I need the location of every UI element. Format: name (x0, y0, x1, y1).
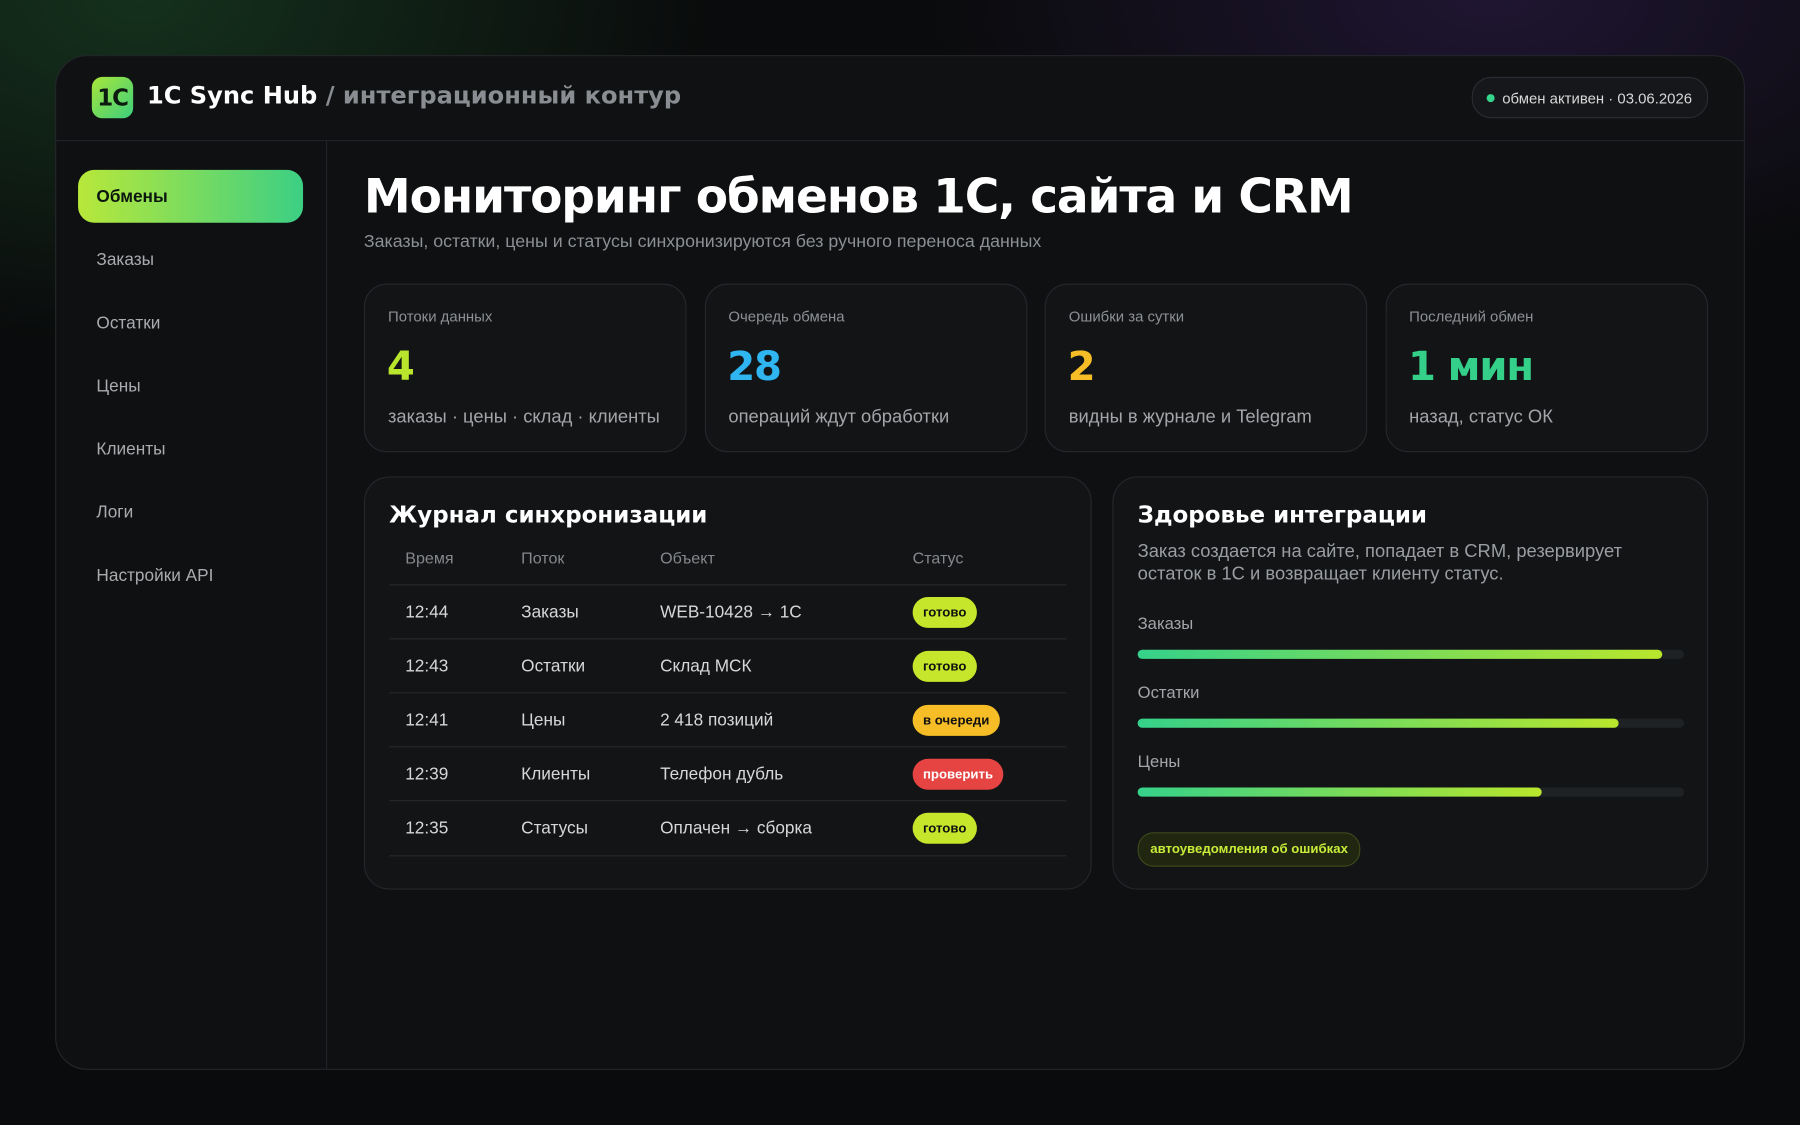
status-badge: в очереди (912, 704, 1000, 736)
table-row: 12:43 Остатки Склад МСК готово (389, 638, 1067, 693)
nav-item[interactable]: Цены (96, 375, 141, 396)
logo: 1C (91, 76, 134, 119)
app-window: 1C 1C Sync Hub / интеграционный контур о… (55, 55, 1745, 1070)
app-title: 1C Sync Hub / интеграционный контур (147, 82, 681, 110)
status-badge: проверить (912, 758, 1004, 790)
subtitle: / интеграционный контур (325, 81, 682, 110)
cell: Оплачен → сборка (660, 818, 813, 839)
nav-item[interactable]: Настройки API (96, 565, 214, 585)
table-row: 12:39 Клиенты Телефон дубль проверить (389, 746, 1067, 801)
cell: Статусы (521, 818, 588, 839)
page-title: Мониторинг обменов 1С, сайта и CRM (363, 168, 1354, 224)
column-header: Время (405, 548, 454, 568)
stat-note: операций ждут обработки (728, 407, 950, 428)
status-badge: готово (912, 596, 977, 628)
stat-card: Ошибки за сутки 2 видны в журнале и Telegr… (1044, 283, 1368, 453)
cell: Склад МСК (660, 656, 752, 677)
status-badge: готово (912, 650, 977, 682)
stat-card: Потоки данных 4 заказы · цены · склад · кл… (363, 283, 687, 453)
cell: 12:39 (405, 764, 449, 785)
stat-label: Последний обмен (1409, 307, 1534, 325)
stat-value: 4 (386, 344, 415, 391)
stat-card: Последний обмен 1 мин назад, статус ОК (1385, 283, 1708, 453)
chip: автоуведомления об ошибках (1137, 832, 1361, 867)
cell: Клиенты (521, 764, 591, 785)
cell: Остатки (521, 656, 586, 677)
bar-fill (1137, 649, 1663, 659)
page-subtitle: Заказы, остатки, цены и статусы синхрони… (363, 231, 1042, 252)
nav-item[interactable]: Остатки (96, 312, 161, 333)
bar-fill (1137, 718, 1619, 728)
stat-value: 28 (727, 344, 782, 391)
header: 1C 1C Sync Hub / интеграционный контур о… (56, 56, 1744, 142)
panel-title: Журнал синхронизации (389, 500, 708, 529)
stat-label: Потоки данных (388, 307, 493, 325)
panel-title: Здоровье интеграции (1137, 500, 1428, 529)
column-header: Объект (660, 548, 715, 568)
column-header: Поток (521, 548, 565, 568)
cell: Телефон дубль (660, 764, 784, 785)
health-panel: Здоровье интеграции Заказ создается на с… (1112, 476, 1709, 890)
cell: 12:35 (405, 818, 449, 839)
table-row: 12:35 Статусы Оплачен → сборка готово (389, 800, 1067, 857)
stat-value: 2 (1067, 344, 1096, 391)
stat-value: 1 мин (1407, 344, 1534, 391)
stat-card: Очередь обмена 28 операций ждут обработки (704, 283, 1027, 453)
description: Заказ создается на сайте, попадает в CRM… (1137, 541, 1623, 585)
cell: Цены (521, 710, 566, 731)
column-header: Статус (912, 548, 964, 568)
cell: 2 418 позиций (660, 710, 774, 731)
status-pill: обмен активен · 03.06.2026 (1471, 76, 1709, 119)
nav-item[interactable]: Клиенты (96, 439, 166, 459)
bar-fill (1137, 787, 1542, 797)
stat-label: Очередь обмена (728, 307, 845, 325)
bar-track (1137, 649, 1685, 659)
cell: 12:41 (405, 710, 449, 731)
stat-note: назад, статус ОК (1409, 407, 1553, 428)
nav-item[interactable]: Логи (96, 502, 134, 522)
nav-item[interactable]: Заказы (96, 249, 154, 270)
table-row: 12:44 Заказы WEB-10428 → 1С готово (389, 584, 1067, 639)
nav-item[interactable]: Обмены (78, 169, 304, 223)
stat-note: заказы · цены · склад · клиенты (388, 407, 660, 428)
bar-track (1137, 787, 1685, 797)
title: 1C Sync Hub (146, 81, 318, 110)
cell: WEB-10428 → 1С (660, 602, 802, 623)
journal-panel: Журнал синхронизации Время Поток Объект Ста… (363, 476, 1092, 890)
cell: 12:44 (405, 602, 449, 623)
bar-label: Цены (1137, 753, 1181, 772)
stat-label: Ошибки за сутки (1068, 307, 1185, 325)
bar-track (1137, 718, 1685, 728)
bar-label: Остатки (1137, 684, 1200, 703)
stat-note: видны в журнале и Telegram (1068, 407, 1312, 428)
table-row: 12:41 Цены 2 418 позиций в очереди (389, 692, 1067, 747)
sidebar: Обмены Заказы Остатки Цены Клиенты Логи Настро… (56, 140, 328, 1069)
cell: 12:43 (405, 656, 449, 677)
cell: Заказы (521, 602, 579, 623)
bar-label: Заказы (1137, 615, 1194, 634)
status-badge: готово (912, 812, 977, 844)
